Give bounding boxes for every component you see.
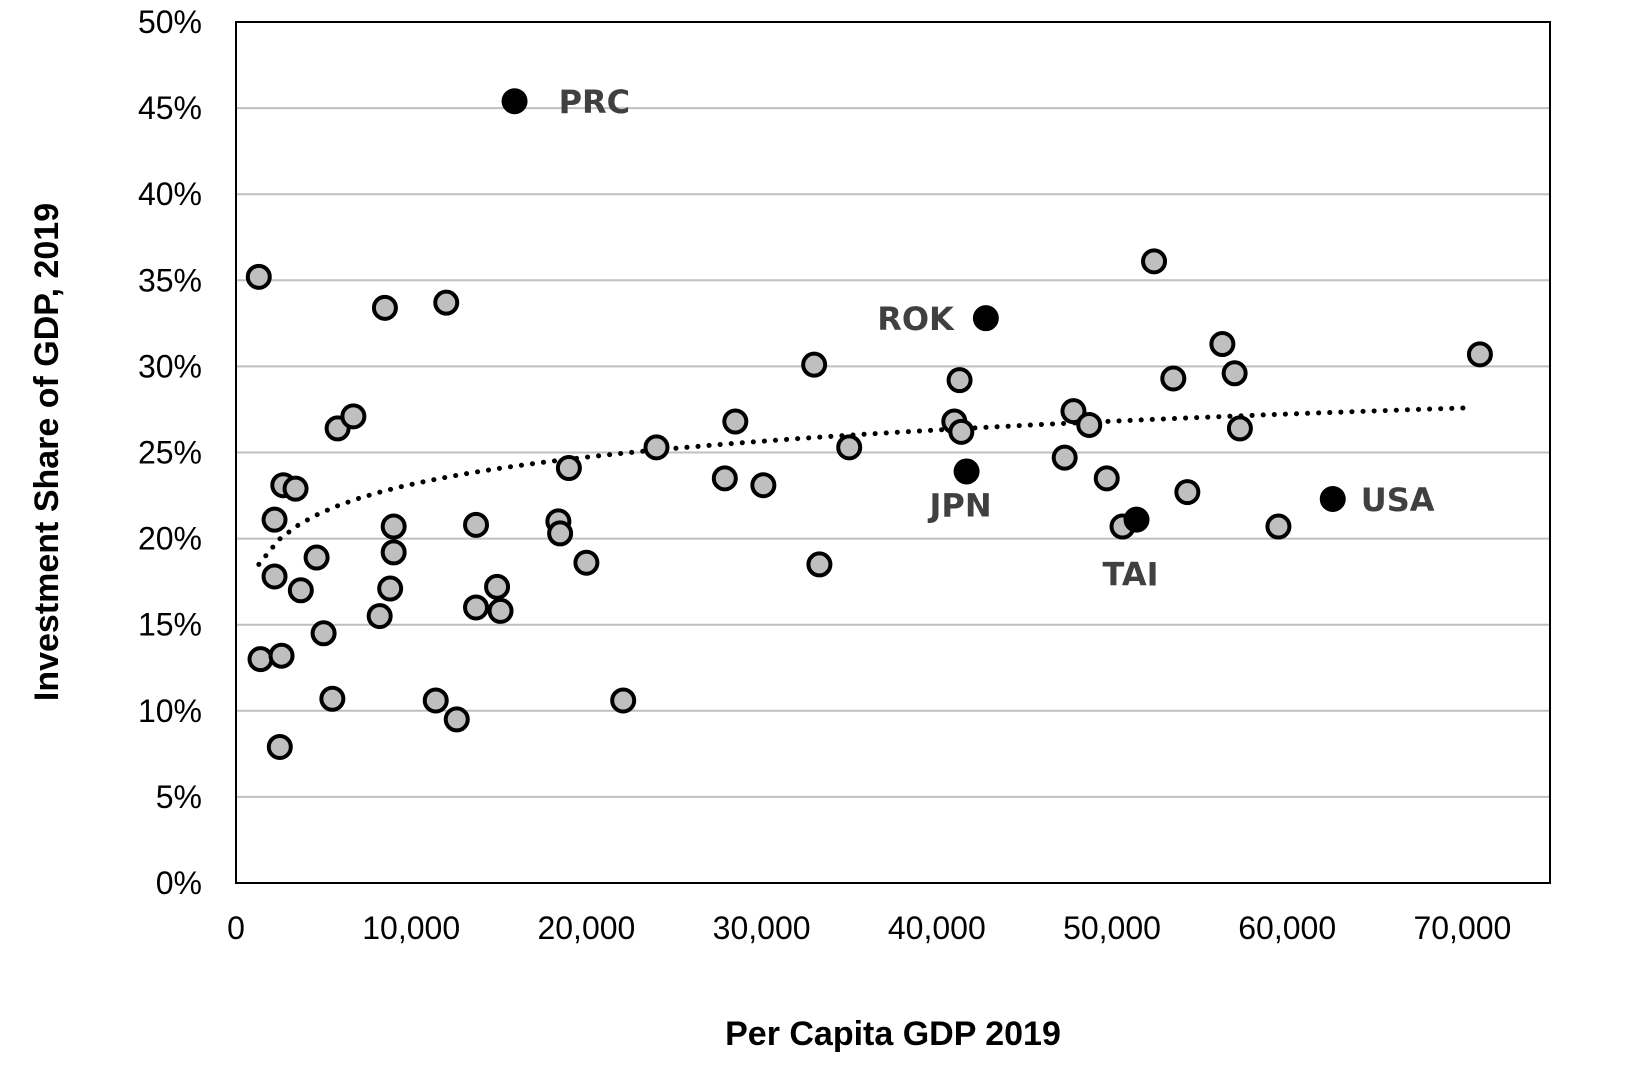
data-point [1265,513,1292,540]
data-point [377,575,404,602]
y-tick-label: 15% [138,607,202,643]
x-tick-labels: 0 10,000 20,000 30,000 40,000 50,000 60,000 70,… [227,910,1511,946]
highlight-point-rok [972,305,999,332]
x-tick-label: 20,000 [537,910,635,946]
data-point [1174,479,1201,506]
data-point [555,454,582,481]
y-tick-label: 25% [138,435,202,471]
x-tick-label: 40,000 [888,910,986,946]
x-tick-label: 30,000 [713,910,811,946]
highlight-label-rok: ROK [877,300,955,338]
x-tick-label: 0 [227,910,245,946]
y-tick-label: 20% [138,521,202,557]
data-point [303,544,330,571]
data-point [1226,415,1253,442]
highlight-point-prc [501,88,528,115]
data-point [463,511,490,538]
data-point [463,594,490,621]
data-point [366,603,393,630]
y-tick-label: 10% [138,693,202,729]
trendline [256,405,1474,567]
data-point [1160,365,1187,392]
y-tick-label: 40% [138,176,202,212]
data-point [371,294,398,321]
data-point [287,577,314,604]
y-tick-label: 5% [156,779,202,815]
data-point [1209,331,1236,358]
data-points [245,248,1493,760]
data-point [268,642,295,669]
data-point [1051,444,1078,471]
data-point [836,434,863,461]
data-point [261,506,288,533]
y-tick-label: 45% [138,90,202,126]
highlight-label-jpn: JPN [928,486,992,524]
data-point [380,513,407,540]
highlight-label-prc: PRC [559,83,631,121]
data-point [266,733,293,760]
data-point [1093,465,1120,492]
highlight-label-tai: TAI [1103,556,1159,594]
data-point [1076,411,1103,438]
data-point [1466,341,1493,368]
data-point [340,403,367,430]
data-point [610,687,637,714]
x-tick-label: 70,000 [1413,910,1511,946]
data-point [573,549,600,576]
data-point [310,620,337,647]
y-tick-labels: 0% 5% 10% 15% 20% 25% 30% 35% 40% 45% 50% [138,4,202,901]
data-point [946,367,973,394]
highlight-label-usa: USA [1361,481,1435,519]
data-point [484,573,511,600]
x-tick-label: 10,000 [362,910,460,946]
data-point [282,475,309,502]
x-axis-title: Per Capita GDP 2019 [725,1015,1061,1053]
highlight-point-tai [1123,506,1150,533]
plot-area-border [235,21,1551,884]
data-point [1060,398,1087,425]
data-point [801,351,828,378]
data-point [547,520,574,547]
data-point [948,418,975,445]
x-tick-label: 60,000 [1238,910,1336,946]
data-point [380,539,407,566]
data-point [487,597,514,624]
data-point [722,408,749,435]
data-point [1141,248,1168,275]
data-point [245,263,272,290]
x-tick-label: 50,000 [1063,910,1161,946]
highlight-points: PRC ROK JPN TAI USA [501,83,1435,594]
data-point [319,685,346,712]
y-tick-label: 30% [138,348,202,384]
data-point [806,551,833,578]
data-point [1221,360,1248,387]
data-point [433,289,460,316]
data-point [422,687,449,714]
highlight-point-usa [1319,485,1346,512]
data-point [247,646,274,673]
data-point [643,434,670,461]
data-point [261,563,288,590]
data-point [443,706,470,733]
highlight-point-jpn [953,458,980,485]
y-axis-title: Investment Share of GDP, 2019 [28,203,66,701]
data-point [750,472,777,499]
y-tick-label: 0% [156,865,202,901]
y-tick-label: 50% [138,4,202,40]
y-tick-label: 35% [138,262,202,298]
data-point [711,465,738,492]
